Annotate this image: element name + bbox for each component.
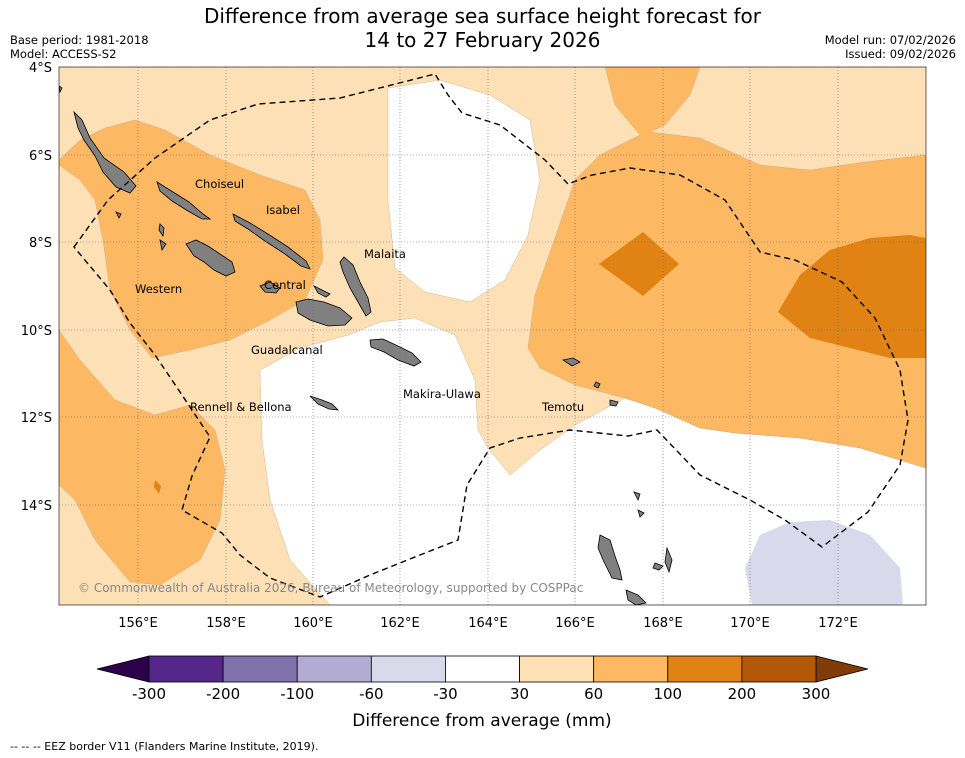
longitude-labels: 156°E 158°E 160°E 162°E 164°E 166°E 168°E 170°E… <box>118 616 858 631</box>
place-makira-ulawa: Makira-Ulawa <box>403 387 481 401</box>
colorbar-tick-label: 300 <box>802 685 831 703</box>
colorbar-swatch <box>741 655 817 683</box>
place-western: Western <box>135 282 182 296</box>
colorbar-swatch <box>667 655 743 683</box>
place-rennell-bellona: Rennell & Bellona <box>190 400 292 414</box>
colorbar-tick-label: -30 <box>433 685 458 703</box>
place-choiseul: Choiseul <box>195 177 244 191</box>
lat-label: 8°S <box>29 236 52 251</box>
colorbar-tick-label: -300 <box>132 685 166 703</box>
contour-high-spot <box>154 480 161 494</box>
colorbar-tick-label: 30 <box>510 685 529 703</box>
colorbar-extend-low <box>96 655 150 683</box>
lat-label: 6°S <box>29 149 52 164</box>
colorbar-tick-label: 60 <box>584 685 603 703</box>
map-title-line1: Difference from average sea surface heig… <box>203 4 762 28</box>
lon-label: 168°E <box>643 616 683 631</box>
place-temotu: Temotu <box>541 400 584 414</box>
lat-label: 12°S <box>21 411 52 426</box>
colorbar-swatch <box>593 655 669 683</box>
issued-date: Issued: 09/02/2026 <box>845 47 956 61</box>
contour-high-east <box>778 235 926 358</box>
eez-legend: -- -- -- EEZ border V11 (Flanders Marine… <box>10 740 319 753</box>
copyright-credit: © Commonwealth of Australia 2026, Bureau… <box>78 581 583 595</box>
colorbar-tick-label: -200 <box>206 685 240 703</box>
base-period: Base period: 1981-2018 <box>10 33 149 47</box>
latitude-labels: 4°S 6°S 8°S 10°S 12°S 14°S <box>21 61 52 514</box>
colorbar-tick-label: -100 <box>280 685 314 703</box>
colorbar: -300 -200 -100 -60 -30 30 60 100 200 300 <box>96 655 869 703</box>
lat-label: 14°S <box>21 499 52 514</box>
lon-label: 166°E <box>555 616 595 631</box>
colorbar-swatch <box>222 655 298 683</box>
lon-label: 170°E <box>730 616 770 631</box>
colorbar-swatch <box>296 655 372 683</box>
place-isabel: Isabel <box>266 203 300 217</box>
contour-high-central <box>599 232 679 296</box>
lon-label: 162°E <box>380 616 420 631</box>
lon-label: 172°E <box>818 616 858 631</box>
lon-label: 164°E <box>468 616 508 631</box>
land-masses <box>59 85 673 605</box>
contour-eastern-region <box>527 67 926 469</box>
colorbar-title: Difference from average (mm) <box>352 711 611 731</box>
colorbar-swatch <box>445 655 520 683</box>
eez-border <box>73 73 909 598</box>
colorbar-swatch <box>148 655 224 683</box>
colorbar-tick-label: 200 <box>728 685 757 703</box>
colorbar-tick-label: 100 <box>653 685 682 703</box>
lat-label: 4°S <box>29 61 52 76</box>
place-guadalcanal: Guadalcanal <box>251 343 323 357</box>
model-run: Model run: 07/02/2026 <box>824 33 956 47</box>
lon-label: 158°E <box>206 616 246 631</box>
lat-label: 10°S <box>21 324 52 339</box>
colorbar-swatch <box>370 655 446 683</box>
grid <box>59 67 926 605</box>
lon-label: 160°E <box>293 616 333 631</box>
contour-coral-sea <box>59 329 226 586</box>
colorbar-tick-label: -60 <box>359 685 384 703</box>
place-malaita: Malaita <box>364 247 406 261</box>
model-name: Model: ACCESS-S2 <box>10 47 117 61</box>
contour-negative-southeast <box>745 520 903 605</box>
lon-label: 156°E <box>118 616 158 631</box>
colorbar-extend-high <box>815 655 869 683</box>
map-title-line2: 14 to 27 February 2026 <box>364 28 601 52</box>
place-central: Central <box>264 278 306 292</box>
colorbar-swatch <box>519 655 595 683</box>
contour-near-zero-north <box>387 79 541 303</box>
map-area: Choiseul Isabel Malaita Western Central … <box>59 67 926 605</box>
map-frame <box>58 66 927 606</box>
